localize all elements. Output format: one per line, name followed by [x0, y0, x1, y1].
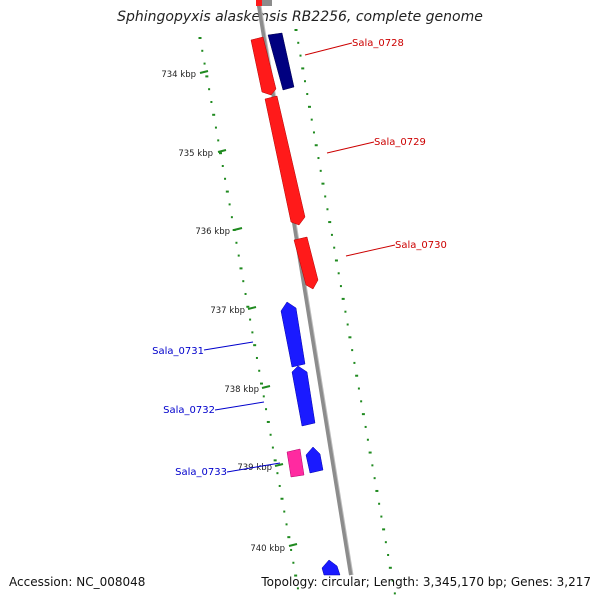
leader-line-sala-0732: [214, 401, 265, 411]
gene-sala-0730[interactable]: [293, 236, 319, 290]
tick-mark-735: [217, 149, 227, 153]
scale-ticks: 734 kbp 735 kbp 736 kbp 737 kbp 738 kbp …: [161, 70, 298, 554]
tick-mark-734: [199, 70, 209, 74]
tick-label-735: 735 kbp: [178, 149, 213, 159]
label-sala-0733[interactable]: Sala_0733: [175, 467, 227, 478]
tick-label-736: 736 kbp: [195, 227, 230, 237]
tick-mark-737: [247, 306, 257, 310]
gene-sala-0731[interactable]: [280, 301, 306, 368]
gene-sala-0728-block[interactable]: [250, 32, 295, 96]
genome-summary-text: Topology: circular; Length: 3,345,170 bp…: [261, 575, 591, 589]
partial-feature-top-grey: [262, 0, 272, 6]
tick-mark-738: [261, 385, 271, 389]
map-title: Sphingopyxis alaskensis RB2256, complete…: [117, 9, 483, 25]
gene-sala-0729[interactable]: [264, 95, 306, 226]
gene-sala-0733[interactable]: [305, 446, 324, 474]
tick-label-738: 738 kbp: [224, 385, 259, 395]
leader-line-sala-0728: [304, 42, 353, 56]
tick-mark-739: [274, 463, 284, 467]
accession-text: Accession: NC_008048: [9, 575, 146, 589]
tick-label-739: 739 kbp: [237, 463, 272, 473]
label-sala-0732[interactable]: Sala_0732: [163, 405, 215, 416]
gene-partial-bottom[interactable]: [321, 559, 341, 576]
leader-line-sala-0730: [345, 244, 396, 257]
label-sala-0728[interactable]: Sala_0728: [352, 38, 404, 49]
backbone: [256, 0, 354, 576]
label-sala-0730[interactable]: Sala_0730: [395, 240, 447, 251]
label-sala-0729[interactable]: Sala_0729: [374, 137, 426, 148]
leader-line-sala-0731: [203, 341, 254, 351]
leader-line-sala-0733: [226, 462, 281, 473]
leader-line-sala-0729: [326, 141, 375, 154]
gc-track-left: [198, 37, 299, 590]
tick-mark-740: [288, 543, 298, 547]
gene-sala-0733-pink[interactable]: [286, 448, 305, 478]
tick-label-737: 737 kbp: [210, 306, 245, 316]
tick-label-740: 740 kbp: [250, 544, 285, 554]
gc-track-right: [294, 29, 396, 595]
tick-label-734: 734 kbp: [161, 70, 196, 80]
gene-sala-0728-partner[interactable]: [267, 32, 295, 91]
label-sala-0731[interactable]: Sala_0731: [152, 346, 204, 357]
gene-sala-0728[interactable]: [250, 36, 277, 96]
gene-sala-0732[interactable]: [291, 365, 316, 427]
tick-mark-736: [233, 227, 243, 231]
